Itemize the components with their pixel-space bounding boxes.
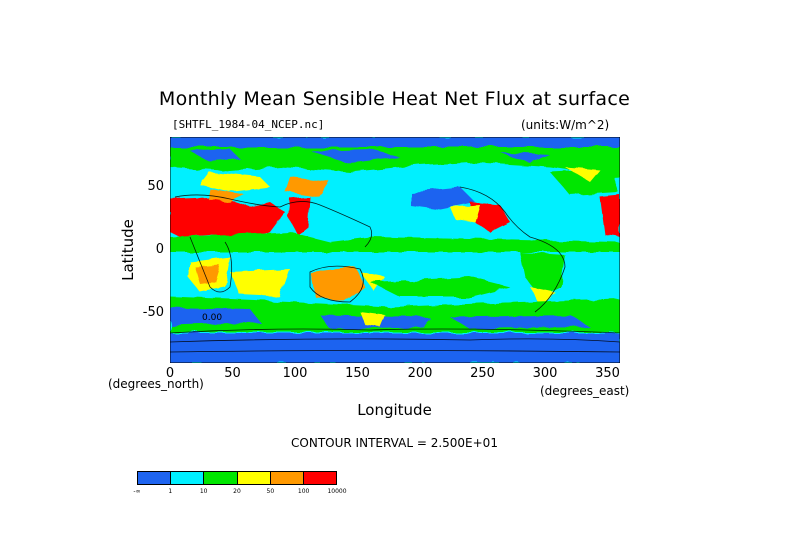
x-unit-label: (degrees_east) (540, 384, 630, 398)
coastline-americas (459, 186, 566, 313)
region-india-red (288, 197, 310, 235)
file-name-label: [SHTFL_1984-04_NCEP.nc] (172, 118, 325, 131)
coastline-antarctica (169, 328, 621, 334)
x-tick-label: 150 (345, 366, 370, 381)
contour-interval-label: CONTOUR INTERVAL = 2.500E+01 (291, 436, 498, 450)
flux-regions (170, 137, 620, 363)
region-tropics-green (170, 232, 620, 252)
units-label: (units:W/m^2) (521, 118, 610, 132)
colorbar-label: 100 (297, 488, 310, 495)
x-tick-label: 50 (224, 366, 241, 381)
region-mediterranean-orange (208, 189, 245, 202)
region-australia-orange (310, 267, 365, 302)
region-atlantic-green (550, 169, 618, 195)
region-asia-orange (285, 177, 330, 197)
colorbar-label: 20 (233, 488, 241, 495)
region-indian-yellow (230, 269, 290, 297)
colorbar-cell (138, 472, 172, 484)
region-arctic (170, 137, 620, 147)
x-tick-label: 300 (532, 366, 558, 381)
x-axis-label: Longitude (357, 401, 432, 419)
x-tick-label: 250 (470, 366, 495, 381)
x-tick-label: 100 (282, 366, 308, 381)
colorbar-label: 10 (199, 488, 208, 495)
colorbar-cell (270, 472, 304, 484)
colorbar-cell (171, 472, 205, 484)
region-argentina-yellow (530, 287, 555, 307)
colorbar-label: 50 (266, 488, 275, 495)
region-europe-yellow (200, 172, 270, 192)
y-unit-label: (degrees_north) (108, 377, 204, 391)
colorbar-cell (237, 472, 271, 484)
region-south-america-green (520, 252, 565, 297)
coastline-australia (309, 265, 364, 303)
region-atlantic-yellow (565, 167, 600, 182)
heatmap-plot-area: 0.00 (169, 136, 621, 364)
region-mexico-red (470, 202, 510, 232)
contour-lines-south (169, 338, 621, 353)
y-tick-label: -50 (142, 304, 164, 320)
region-pacific-blue (410, 187, 475, 209)
chart-title: Monthly Mean Sensible Heat Net Flux at s… (158, 88, 631, 110)
colorbar-cell (303, 472, 337, 484)
x-tick-label: 350 (595, 366, 620, 381)
y-tick-label: 50 (147, 179, 164, 195)
x-tick-label: 200 (407, 366, 433, 381)
region-north-blue (190, 149, 550, 163)
region-ross-yellow (360, 312, 385, 327)
colorbar (137, 471, 337, 485)
y-tick-label: 0 (155, 242, 164, 257)
heatmap-svg: 0.00 (169, 136, 621, 364)
region-kalahari-orange (195, 265, 220, 284)
coastline-africa (189, 236, 233, 293)
colorbar-cell (204, 472, 238, 484)
region-pacific-yellow (450, 205, 480, 222)
region-south-pacific-green (370, 277, 510, 297)
region-sahara-red (170, 197, 285, 237)
region-antarctica-blue (170, 333, 620, 363)
coastlines (169, 186, 621, 353)
colorbar-label: 1 (168, 488, 173, 495)
coastline-eurasia (174, 194, 373, 248)
region-east-edge-red (600, 195, 620, 237)
x-tick-label: 0 (165, 366, 175, 381)
colorbar-label: 10000 (327, 488, 347, 495)
colorbar-label: -∞ (133, 488, 141, 495)
contour-label: 0.00 (202, 313, 222, 323)
